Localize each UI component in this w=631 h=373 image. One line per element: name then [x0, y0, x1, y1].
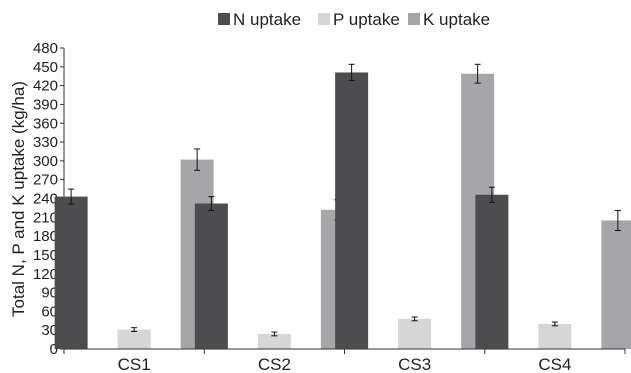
bar — [335, 72, 369, 350]
y-axis-title: Total N, P and K uptake (kg/ha) — [9, 81, 28, 317]
legend-swatch — [408, 13, 420, 25]
legend: N uptake P uptake K uptake — [218, 10, 490, 29]
y-tick-label: 180 — [33, 228, 58, 245]
y-tick-label: 300 — [33, 153, 58, 170]
y-tick-label: 240 — [33, 191, 58, 208]
y-tick-label: 120 — [33, 266, 58, 283]
x-category-label: CS4 — [538, 355, 571, 373]
bars — [54, 63, 631, 350]
y-tick-label: 330 — [33, 134, 58, 151]
x-category-label: CS2 — [258, 355, 291, 373]
x-category-label: CS3 — [398, 355, 431, 373]
legend-label: P uptake — [333, 10, 400, 29]
legend-label: K uptake — [423, 10, 490, 29]
y-tick-label: 60 — [41, 303, 58, 320]
y-tick-label: 450 — [33, 59, 58, 76]
y-tick-label: 480 — [33, 40, 58, 57]
bar — [194, 203, 228, 349]
y-tick-label: 360 — [33, 115, 58, 132]
x-category-label: CS1 — [118, 355, 151, 373]
y-tick-label: 150 — [33, 247, 58, 264]
bar — [117, 329, 151, 349]
bar — [54, 196, 88, 349]
bar — [475, 194, 509, 349]
y-tick-label: 30 — [41, 322, 58, 339]
legend-label: N uptake — [233, 10, 301, 29]
y-tick-label: 270 — [33, 172, 58, 189]
y-tick-label: 210 — [33, 209, 58, 226]
bar — [601, 220, 631, 349]
y-tick-label: 390 — [33, 96, 58, 113]
legend-swatch — [218, 13, 230, 25]
y-tick-label: 420 — [33, 78, 58, 95]
x-axis: CS1 CS2 CS3 CS4 — [63, 348, 626, 373]
bar — [398, 318, 432, 349]
legend-swatch — [318, 13, 330, 25]
y-tick-label: 90 — [41, 285, 58, 302]
bar — [538, 323, 572, 349]
bar — [257, 333, 291, 349]
y-tick-label: 0 — [50, 341, 58, 358]
